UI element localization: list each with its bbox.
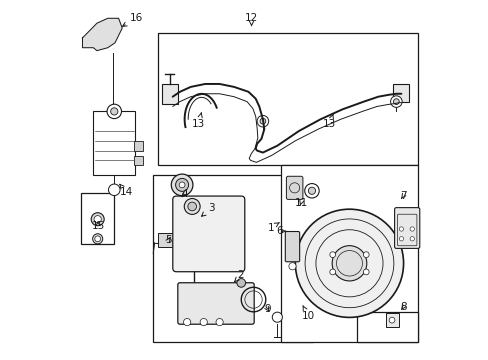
Bar bbox=[158, 233, 174, 247]
Bar bbox=[134, 141, 143, 150]
Circle shape bbox=[308, 187, 315, 194]
Bar bbox=[81, 193, 113, 244]
Text: 15: 15 bbox=[91, 221, 104, 231]
Circle shape bbox=[183, 319, 190, 326]
Circle shape bbox=[393, 99, 398, 104]
Circle shape bbox=[257, 116, 268, 127]
FancyBboxPatch shape bbox=[285, 231, 299, 262]
FancyBboxPatch shape bbox=[286, 176, 302, 199]
Circle shape bbox=[272, 312, 282, 322]
Text: 10: 10 bbox=[301, 306, 314, 321]
Text: 1: 1 bbox=[267, 222, 279, 233]
Text: 12: 12 bbox=[244, 13, 258, 26]
Bar bbox=[393, 84, 408, 102]
Bar bbox=[134, 156, 143, 165]
Circle shape bbox=[398, 237, 403, 241]
Bar bbox=[162, 84, 178, 104]
Text: 7: 7 bbox=[399, 191, 406, 201]
Bar bbox=[380, 257, 386, 270]
Circle shape bbox=[363, 269, 368, 275]
Circle shape bbox=[95, 236, 101, 242]
Text: 6: 6 bbox=[276, 226, 285, 236]
Bar bbox=[281, 165, 417, 342]
Circle shape bbox=[237, 279, 245, 287]
FancyBboxPatch shape bbox=[178, 283, 254, 324]
Circle shape bbox=[288, 249, 295, 256]
Circle shape bbox=[288, 263, 295, 270]
Circle shape bbox=[329, 269, 335, 275]
Circle shape bbox=[175, 179, 188, 192]
Circle shape bbox=[110, 108, 118, 115]
Bar bbox=[385, 313, 398, 327]
Circle shape bbox=[409, 237, 413, 241]
Circle shape bbox=[216, 319, 223, 326]
Circle shape bbox=[398, 227, 403, 231]
Text: 11: 11 bbox=[294, 198, 307, 208]
Text: 4: 4 bbox=[181, 189, 187, 199]
Circle shape bbox=[295, 209, 403, 318]
Circle shape bbox=[94, 216, 101, 223]
Bar bbox=[356, 312, 417, 342]
Circle shape bbox=[200, 319, 207, 326]
Text: 8: 8 bbox=[399, 302, 406, 312]
Text: 5: 5 bbox=[165, 235, 172, 245]
Circle shape bbox=[171, 174, 193, 196]
Text: 13: 13 bbox=[322, 114, 335, 129]
Circle shape bbox=[108, 184, 120, 195]
Circle shape bbox=[260, 118, 265, 124]
Text: 9: 9 bbox=[264, 304, 270, 314]
FancyBboxPatch shape bbox=[172, 196, 244, 272]
Text: 2: 2 bbox=[234, 270, 244, 282]
Bar bbox=[158, 33, 417, 165]
Circle shape bbox=[363, 252, 368, 257]
Circle shape bbox=[409, 227, 413, 231]
Ellipse shape bbox=[331, 246, 366, 281]
Bar bbox=[93, 111, 135, 175]
Circle shape bbox=[179, 182, 184, 188]
Polygon shape bbox=[82, 18, 122, 51]
Text: 16: 16 bbox=[122, 13, 143, 26]
Circle shape bbox=[388, 317, 394, 323]
Circle shape bbox=[107, 104, 121, 118]
Bar bbox=[153, 175, 313, 342]
Text: 13: 13 bbox=[192, 113, 205, 129]
Text: 3: 3 bbox=[201, 203, 214, 216]
Circle shape bbox=[304, 184, 319, 198]
FancyBboxPatch shape bbox=[394, 208, 419, 248]
Circle shape bbox=[92, 234, 102, 244]
Circle shape bbox=[187, 202, 196, 211]
Circle shape bbox=[184, 198, 200, 215]
Circle shape bbox=[329, 252, 335, 257]
Circle shape bbox=[390, 96, 401, 107]
Circle shape bbox=[91, 213, 104, 226]
Text: 14: 14 bbox=[120, 184, 133, 197]
